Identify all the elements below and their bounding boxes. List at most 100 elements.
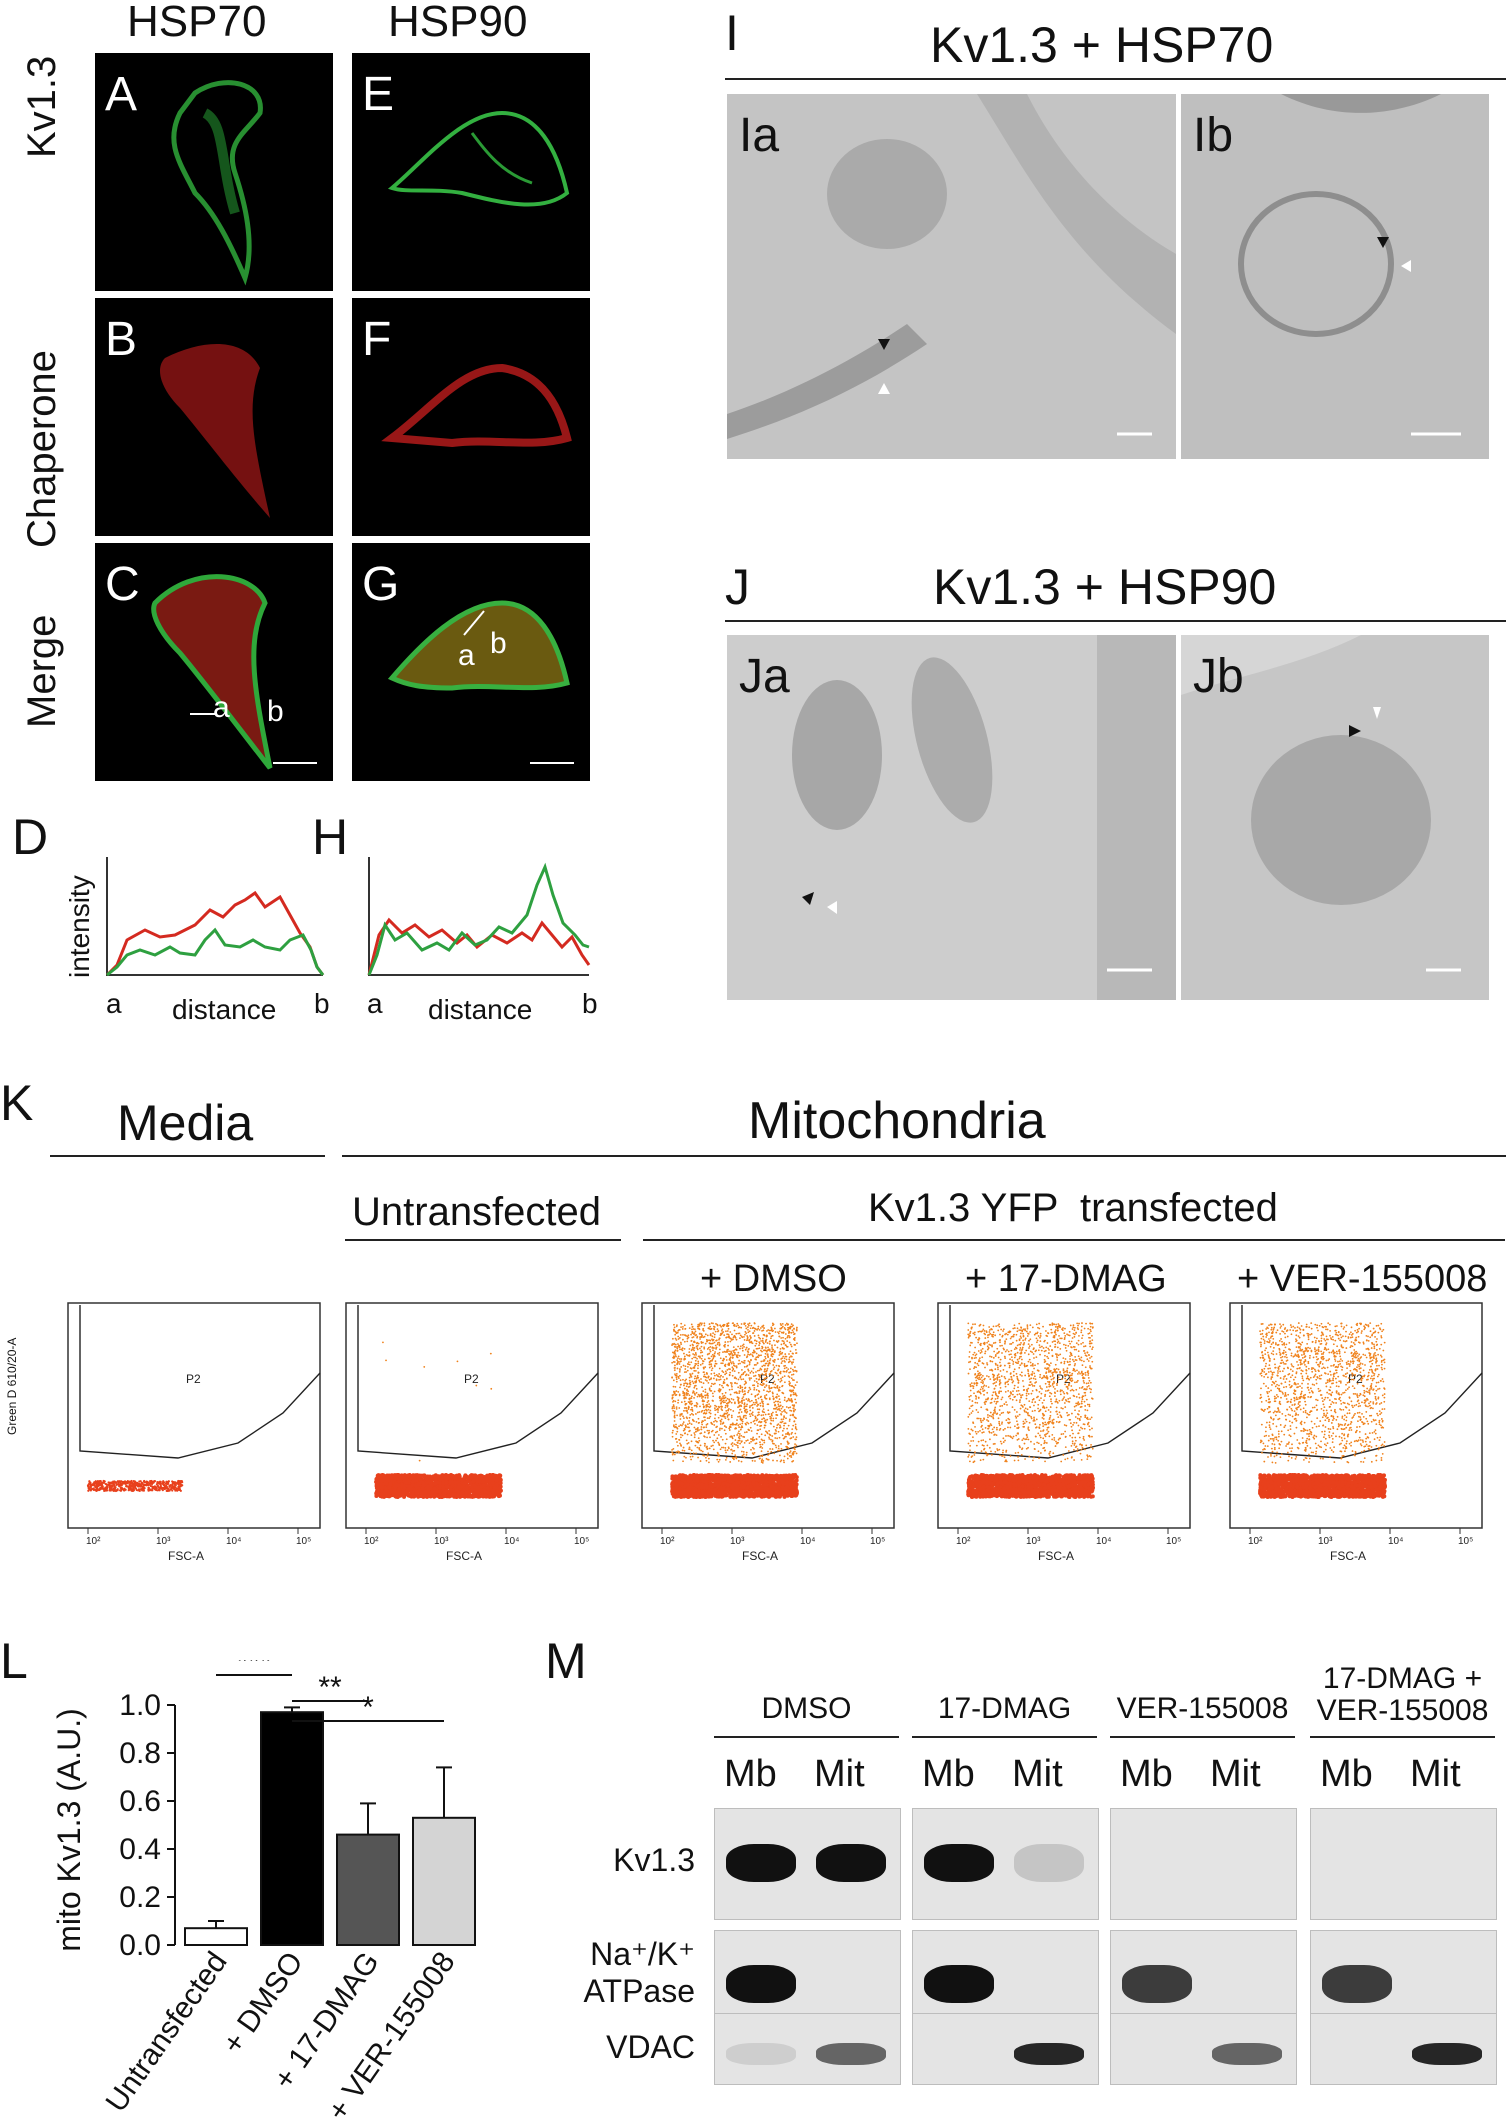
cell-image (171, 80, 263, 286)
flow-frame (345, 1302, 599, 1529)
em-texture (727, 635, 1176, 1000)
bar-1 (260, 1711, 324, 1947)
blot-strip (1310, 1808, 1497, 1920)
western-row-label-1: Na⁺/K⁺ ATPase (583, 1936, 695, 2009)
profile-d-red-series (105, 890, 325, 977)
gate-p2 (357, 1305, 599, 1459)
flow-plot-2: P2 10² 10³ 10⁴ 10⁵ FSC-A (641, 1302, 895, 1563)
blot-band (816, 1844, 886, 1882)
bar-chart-l: 0.0 0.2 0.4 0.6 0.8 1.0 mito Kv1.3 (A.U.) Untra… (51, 1660, 476, 2125)
western-group-2: VER-155008 (1116, 1692, 1289, 1725)
flow-rule-mitochondria (342, 1155, 1506, 1157)
flow-xtick: 10⁵ (1458, 1536, 1473, 1547)
lane-label-mit: Mit (1012, 1753, 1063, 1795)
profile-d-end: b (314, 988, 330, 1019)
line-end-a: a (458, 639, 475, 672)
flow-xlabel: FSC-A (168, 1549, 204, 1563)
flow-xtick: 10³ (1318, 1536, 1333, 1547)
row-label-chaperone: Chaperone (20, 350, 64, 548)
em-title-rule-j (725, 620, 1506, 622)
micrograph-f: F (352, 298, 590, 536)
em-texture (1181, 635, 1489, 1000)
flow-ylabel: Green D 610/20-A (5, 1337, 19, 1435)
panel-letter-h: H (312, 809, 349, 865)
cell-image (151, 574, 317, 770)
em-image-ib: Ib (1181, 94, 1489, 459)
flow-condition-dmso: + DMSO (700, 1258, 847, 1300)
y-tick-label: 0.0 (119, 1929, 161, 1962)
profile-h-red-series (367, 917, 591, 976)
flow-xtick: 10⁴ (1388, 1536, 1403, 1547)
flow-plot-1: P2 10² 10³ 10⁴ 10⁵ FSC-A (345, 1302, 599, 1563)
significance-mark: ** (318, 1671, 342, 1704)
bar-0 (184, 1927, 248, 1947)
y-tick-label: 1.0 (119, 1689, 161, 1722)
profile-d (105, 857, 325, 977)
western-group-1: 17-DMAG (937, 1692, 1072, 1725)
panel-letter-d: D (12, 809, 49, 865)
flow-frame (937, 1302, 1191, 1529)
lane-label-mit: Mit (1210, 1753, 1261, 1795)
em-letter-ib: Ib (1193, 109, 1234, 162)
flow-xtick: 10⁴ (226, 1536, 241, 1547)
flow-xlabel: FSC-A (446, 1549, 482, 1563)
col-title-hsp90: HSP90 (388, 0, 528, 46)
bar-2 (336, 1833, 400, 1947)
profile-h-start: a (367, 988, 383, 1019)
em-letter-jb: Jb (1193, 650, 1244, 703)
flow-xtick: 10² (660, 1536, 675, 1547)
gate-label: P2 (464, 1372, 479, 1386)
flow-condition-17dmag: + 17-DMAG (965, 1258, 1167, 1300)
flow-rule-untransfected (345, 1239, 621, 1241)
micrograph-a: A (95, 53, 333, 291)
flow-xtick: 10⁵ (870, 1536, 885, 1547)
blot-band (1014, 1844, 1084, 1882)
western-group-rule (714, 1736, 899, 1738)
bar-3 (412, 1816, 476, 1946)
panel-letter-k: K (0, 1075, 34, 1131)
flow-xtick: 10² (364, 1536, 379, 1547)
flow-xtick: 10² (86, 1536, 101, 1547)
em-title-rule-i (725, 78, 1506, 80)
micrograph-b: B (95, 298, 333, 536)
panel-letter-i: I (725, 5, 739, 61)
lane-label-mb: Mb (724, 1753, 777, 1795)
profile-d-green-series (106, 927, 325, 977)
flow-xtick: 10² (956, 1536, 971, 1547)
cell-image (381, 363, 572, 448)
blot-band (816, 2043, 886, 2065)
blot-strip (1110, 1808, 1297, 1920)
flow-xtick: 10³ (156, 1536, 171, 1547)
flow-xtick: 10² (1248, 1536, 1263, 1547)
blot-band (1322, 1965, 1392, 2003)
flow-condition-ver: + VER-155008 (1237, 1258, 1488, 1300)
western-row-label-0: Kv1.3 (613, 1842, 695, 1878)
flow-plot-3: P2 10² 10³ 10⁴ 10⁵ FSC-A (937, 1302, 1191, 1563)
flow-xtick: 10⁴ (800, 1536, 815, 1547)
category-label: Untransfected (100, 1946, 234, 2118)
em-image-ia: Ia (727, 94, 1176, 459)
line-end-a: a (213, 691, 230, 724)
micrograph-e: E (352, 53, 590, 291)
gate-label: P2 (186, 1372, 201, 1386)
flow-header-transfected: Kv1.3 YFP transfected (868, 1186, 1278, 1230)
profile-ylabel: intensity (64, 875, 95, 978)
panel-letter-g: G (362, 558, 400, 611)
blot-band (924, 1965, 994, 2003)
flow-frame (641, 1302, 895, 1529)
line-end-b: b (267, 695, 284, 728)
blot-band (1412, 2043, 1482, 2065)
y-axis-label: mito Kv1.3 (A.U.) (51, 1708, 87, 1952)
lane-label-mit: Mit (814, 1753, 865, 1795)
cell-image (387, 600, 574, 764)
row-label-merge: Merge (20, 614, 64, 728)
profile-h (367, 857, 591, 976)
flow-rule-transfected (643, 1239, 1505, 1241)
lane-label-mb: Mb (922, 1753, 975, 1795)
panel-letter-j: J (725, 559, 750, 615)
lane-label-mb: Mb (1120, 1753, 1173, 1795)
cell-image (160, 344, 270, 518)
flow-xlabel: FSC-A (1038, 1549, 1074, 1563)
flow-xtick: 10³ (434, 1536, 449, 1547)
